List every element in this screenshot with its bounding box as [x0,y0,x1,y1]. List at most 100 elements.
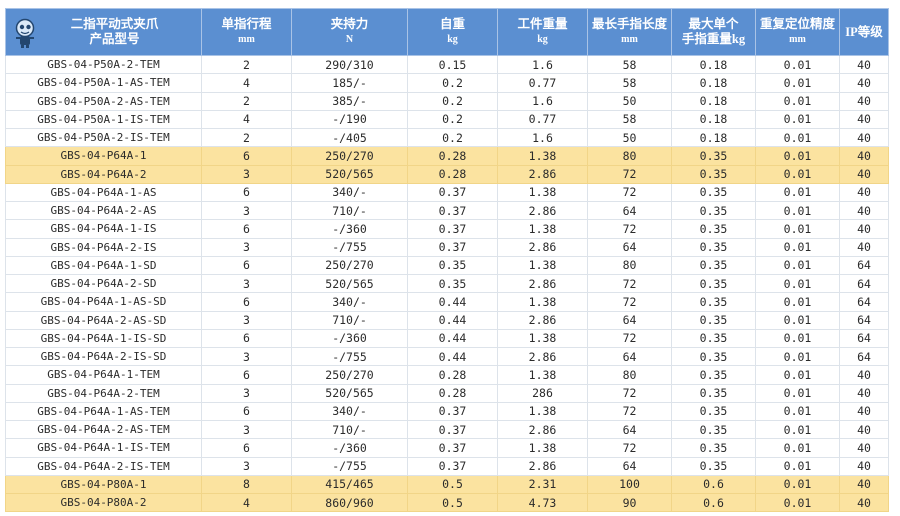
cell-force: 520/565 [291,164,408,184]
cell-repeat: 0.01 [755,182,840,203]
cell-force: 340/- [291,292,408,312]
cell-model: GBS-04-P64A-1-IS-SD [5,328,202,349]
header-row: 二指平动式夹爪 产品型号 单指行程 mm 夹持力 N 自重 kg 工件重量 [5,8,889,56]
cell-repeat: 0.01 [755,273,840,294]
table-row: GBS-04-P50A-1-AS-TEM 4 185/- 0.2 0.77 58 0.18 0… [5,73,889,93]
cell-stroke: 6 [201,292,292,312]
cell-finger-len: 72 [587,438,672,458]
cell-weight: 0.28 [407,365,498,385]
cell-workpiece: 1.6 [497,91,588,111]
cell-repeat: 0.01 [755,383,840,403]
cell-workpiece: 4.73 [497,492,588,513]
cell-ip: 40 [839,200,889,221]
cell-finger-len: 72 [587,292,672,312]
cell-model: GBS-04-P50A-1-AS-TEM [5,73,202,93]
cell-model: GBS-04-P64A-2-IS [5,237,202,257]
cell-finger-wt: 0.35 [671,200,756,221]
cell-ip: 40 [839,237,889,257]
cell-force: -/190 [291,109,408,130]
gripper-spec-table: 二指平动式夹爪 产品型号 单指行程 mm 夹持力 N 自重 kg 工件重量 [5,8,889,513]
cell-ip: 40 [839,438,889,458]
header-finger-length: 最长手指长度 mm [587,8,672,56]
cell-finger-wt: 0.35 [671,401,756,422]
cell-weight: 0.44 [407,346,498,367]
cell-weight: 0.44 [407,310,498,330]
table-row: GBS-04-P80A-1 8 415/465 0.5 2.31 100 0.6 0.01 40 [5,474,889,495]
cell-repeat: 0.01 [755,401,840,422]
cell-model: GBS-04-P64A-2-AS [5,200,202,221]
cell-repeat: 0.01 [755,109,840,130]
cell-weight: 0.35 [407,255,498,276]
cell-force: 185/- [291,73,408,93]
cell-weight: 0.37 [407,219,498,239]
header-ip-title: IP等级 [845,24,883,39]
cell-model: GBS-04-P64A-1-AS-TEM [5,401,202,422]
cell-finger-wt: 0.18 [671,73,756,93]
cell-stroke: 6 [201,401,292,422]
cell-repeat: 0.01 [755,474,840,495]
header-force-unit: N [345,34,354,45]
cell-model: GBS-04-P50A-2-TEM [5,54,202,75]
header-finger-weight: 最大单个 手指重量kg [671,8,756,56]
cell-force: 385/- [291,91,408,111]
cell-workpiece: 286 [497,383,588,403]
cell-finger-len: 80 [587,255,672,276]
cell-ip: 64 [839,292,889,312]
cell-finger-len: 50 [587,127,672,148]
cell-stroke: 3 [201,164,292,184]
cell-finger-len: 64 [587,310,672,330]
cell-stroke: 8 [201,474,292,495]
cell-repeat: 0.01 [755,200,840,221]
cell-model: GBS-04-P64A-1 [5,146,202,166]
cell-repeat: 0.01 [755,146,840,166]
cell-repeat: 0.01 [755,365,840,385]
cell-finger-wt: 0.35 [671,456,756,476]
cell-ip: 64 [839,328,889,349]
header-workpiece: 工件重量 kg [497,8,588,56]
table-row: GBS-04-P64A-2-SD 3 520/565 0.35 2.86 72 0.35 0.… [5,273,889,294]
cell-weight: 0.44 [407,292,498,312]
cell-force: -/360 [291,438,408,458]
cell-weight: 0.37 [407,200,498,221]
cell-weight: 0.15 [407,54,498,75]
table-row: GBS-04-P64A-2-AS-TEM 3 710/- 0.37 2.86 64 0.35… [5,419,889,440]
cell-stroke: 6 [201,438,292,458]
cell-workpiece: 2.86 [497,164,588,184]
cell-workpiece: 2.86 [497,456,588,476]
cell-model: GBS-04-P64A-2 [5,164,202,184]
cell-ip: 40 [839,146,889,166]
cell-finger-wt: 0.35 [671,346,756,367]
cell-workpiece: 1.38 [497,365,588,385]
cell-finger-wt: 0.35 [671,328,756,349]
header-model-line1: 二指平动式夹爪 [70,17,159,31]
cell-force: 710/- [291,310,408,330]
cell-workpiece: 2.86 [497,200,588,221]
cell-stroke: 2 [201,54,292,75]
cell-repeat: 0.01 [755,219,840,239]
cell-repeat: 0.01 [755,328,840,349]
cell-finger-len: 72 [587,219,672,239]
table-row: GBS-04-P50A-2-TEM 2 290/310 0.15 1.6 58 0.18 0.… [5,54,889,75]
cell-weight: 0.2 [407,73,498,93]
header-repeatability: 重复定位精度 mm [755,8,840,56]
cell-stroke: 6 [201,182,292,203]
header-stroke: 单指行程 mm [201,8,292,56]
table-row: GBS-04-P64A-2-IS-TEM 3 -/755 0.37 2.86 64 0.35… [5,456,889,476]
cell-force: -/755 [291,456,408,476]
cell-ip: 40 [839,401,889,422]
table-row: GBS-04-P64A-1 6 250/270 0.28 1.38 80 0.35 0.01 4… [5,146,889,166]
cell-stroke: 2 [201,127,292,148]
header-finger-weight-title: 最大单个 [688,17,739,31]
cell-finger-len: 100 [587,474,672,495]
cell-workpiece: 1.38 [497,146,588,166]
cell-finger-wt: 0.18 [671,54,756,75]
cell-workpiece: 2.86 [497,237,588,257]
cell-finger-wt: 0.35 [671,438,756,458]
cell-stroke: 3 [201,310,292,330]
cell-weight: 0.37 [407,237,498,257]
cell-ip: 40 [839,54,889,75]
cell-workpiece: 1.38 [497,438,588,458]
table-row: GBS-04-P64A-2-IS 3 -/755 0.37 2.86 64 0.35 0.01… [5,237,889,257]
cell-force: 710/- [291,419,408,440]
cell-repeat: 0.01 [755,255,840,276]
